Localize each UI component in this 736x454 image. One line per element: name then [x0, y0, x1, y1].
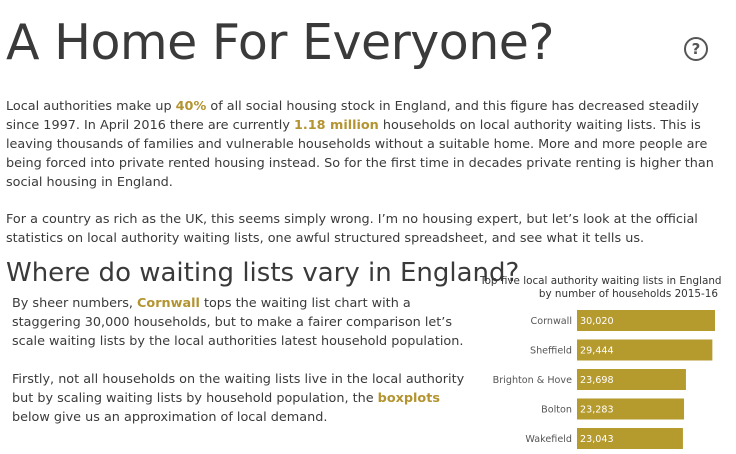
bar-value-label: 23,283 — [580, 405, 614, 416]
highlight-boxplots: boxplots — [377, 391, 440, 406]
chart-title: Top five local authority waiting lists i… — [480, 275, 722, 301]
section-paragraph-2: Firstly, not all households on the waiti… — [12, 372, 465, 425]
page-title: A Home For Everyone? — [6, 14, 554, 71]
category-label: Bolton — [541, 405, 572, 416]
highlight-1-18-million: 1.18 million — [293, 118, 379, 133]
highlight-cornwall: Cornwall — [137, 296, 200, 311]
waiting-list-bar-chart: Cornwall 30,020 Sheffield 29,444 Brighton & … — [493, 310, 715, 449]
category-label: Wakefield — [525, 434, 572, 445]
intro-paragraph-2: For a country as rich as the UK, this se… — [6, 212, 698, 246]
category-label: Cornwall — [531, 316, 572, 327]
highlight-40-percent: 40% — [175, 99, 207, 114]
bar[interactable] — [577, 398, 685, 420]
chart-title-line-1: Top five local authority waiting lists i… — [480, 275, 722, 287]
bar-value-label: 23,698 — [580, 375, 614, 386]
bar-value-label: 23,043 — [580, 434, 614, 445]
bar-value-label: 30,020 — [580, 316, 614, 327]
section-heading: Where do waiting lists vary in England? — [6, 258, 520, 288]
bar-value-label: 29,444 — [580, 346, 614, 357]
chart-title-line-2: by number of households 2015-16 — [538, 288, 718, 300]
section-paragraph-1: By sheer numbers, Cornwall tops the wait… — [12, 296, 464, 349]
bar[interactable] — [577, 310, 715, 331]
category-label: Sheffield — [530, 346, 572, 357]
bar[interactable] — [577, 339, 713, 361]
intro-paragraph-1: Local authorities make up 40% of all soc… — [6, 99, 714, 190]
bar[interactable] — [577, 369, 686, 390]
category-label: Brighton & Hove — [493, 375, 572, 386]
bar[interactable] — [577, 428, 683, 449]
help-icon[interactable]: ? — [684, 37, 708, 61]
